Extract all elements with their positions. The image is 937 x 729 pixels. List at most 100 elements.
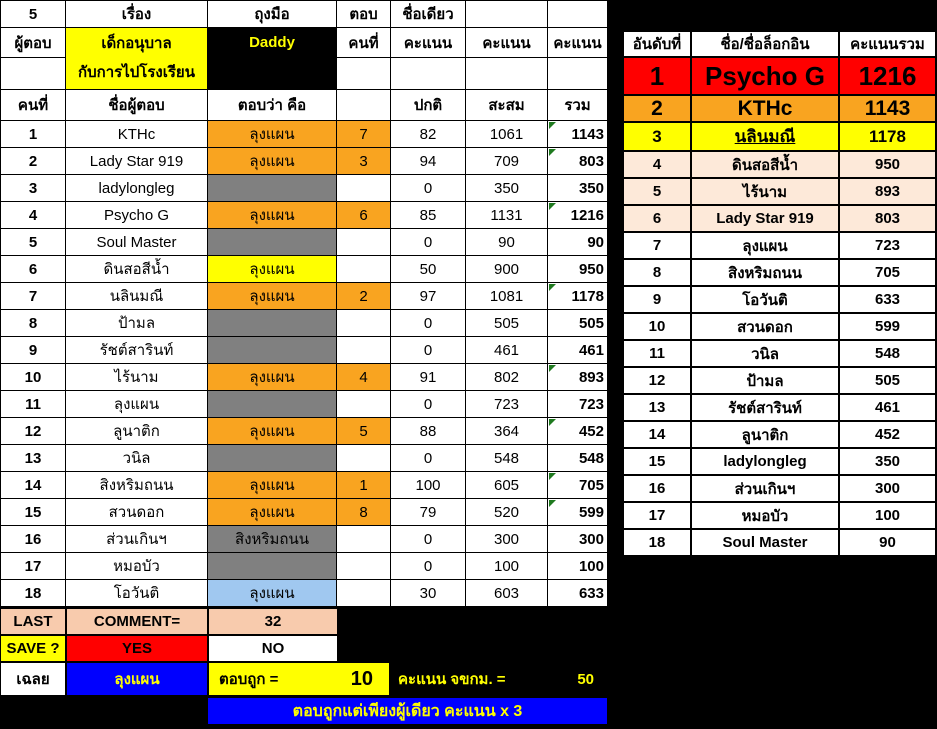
answer-cell[interactable] bbox=[207, 309, 337, 337]
answer-person-no-cell[interactable]: 5 bbox=[336, 417, 391, 445]
total-points-cell[interactable]: 950 bbox=[838, 150, 937, 179]
normal-score-cell[interactable]: 85 bbox=[390, 201, 466, 229]
row-no-cell[interactable]: 2 bbox=[0, 147, 66, 175]
login-name-cell[interactable]: นลินมณี bbox=[690, 121, 840, 152]
rank-cell[interactable]: 4 bbox=[622, 150, 692, 179]
total-score-cell[interactable]: 1178 bbox=[547, 282, 608, 310]
row-no-cell[interactable]: 8 bbox=[0, 309, 66, 337]
total-points-cell[interactable]: 90 bbox=[838, 528, 937, 557]
login-name-cell[interactable]: รัชต์สารินท์ bbox=[690, 393, 840, 422]
answer-person-no-cell[interactable]: 2 bbox=[336, 282, 391, 310]
respondent-name-cell[interactable]: Psycho G bbox=[65, 201, 208, 229]
answer-person-no-cell[interactable]: 4 bbox=[336, 363, 391, 391]
total-score-cell[interactable]: 723 bbox=[547, 390, 608, 418]
score-label-cell[interactable]: คะแนน bbox=[547, 27, 608, 58]
rank-cell[interactable]: 18 bbox=[622, 528, 692, 557]
save-no-cell[interactable]: NO bbox=[208, 635, 338, 662]
row-no-cell[interactable]: 11 bbox=[0, 390, 66, 418]
answer-person-no-cell[interactable] bbox=[336, 255, 391, 283]
name-col-header[interactable]: ชื่อ/ชื่อล็อกอิน bbox=[690, 30, 840, 58]
total-score-cell[interactable]: 633 bbox=[547, 579, 608, 607]
empty-cell[interactable] bbox=[0, 57, 66, 90]
rank-cell[interactable]: 5 bbox=[622, 177, 692, 206]
rank-cell[interactable]: 14 bbox=[622, 420, 692, 449]
topic-label-cell[interactable]: เรื่อง bbox=[65, 0, 208, 28]
total-score-cell[interactable]: 803 bbox=[547, 147, 608, 175]
respondent-name-cell[interactable]: ลุงแผน bbox=[65, 390, 208, 418]
question-cell[interactable]: เด็กอนุบาล กับการไปโรงเรียน bbox=[65, 27, 208, 90]
total-score-cell[interactable]: 893 bbox=[547, 363, 608, 391]
total-score-cell[interactable]: 452 bbox=[547, 417, 608, 445]
row-no-cell[interactable]: 15 bbox=[0, 498, 66, 526]
accum-score-cell[interactable]: 364 bbox=[465, 417, 548, 445]
row-no-cell[interactable]: 16 bbox=[0, 525, 66, 553]
row-no-cell[interactable]: 6 bbox=[0, 255, 66, 283]
answer-person-no-cell[interactable] bbox=[336, 525, 391, 553]
rank-cell[interactable]: 16 bbox=[622, 474, 692, 503]
col-header-normal[interactable]: ปกติ bbox=[390, 89, 466, 121]
accum-score-cell[interactable]: 1081 bbox=[465, 282, 548, 310]
normal-score-cell[interactable]: 0 bbox=[390, 174, 466, 202]
answer-cell[interactable]: ลุงแผน bbox=[207, 255, 337, 283]
total-points-cell[interactable]: 1143 bbox=[838, 94, 937, 123]
answer-cell[interactable]: ลุงแผน bbox=[207, 201, 337, 229]
respondent-name-cell[interactable]: ดินสอสีน้ำ bbox=[65, 255, 208, 283]
normal-score-cell[interactable]: 94 bbox=[390, 147, 466, 175]
empty-cell[interactable] bbox=[547, 57, 608, 90]
respondent-name-cell[interactable]: ไร้นาม bbox=[65, 363, 208, 391]
rank-cell[interactable]: 10 bbox=[622, 312, 692, 341]
accum-score-cell[interactable]: 605 bbox=[465, 471, 548, 499]
accum-score-cell[interactable]: 1061 bbox=[465, 120, 548, 148]
login-name-cell[interactable]: ส่วนเกินฯ bbox=[690, 474, 840, 503]
total-score-cell[interactable]: 548 bbox=[547, 444, 608, 472]
answer-cell[interactable]: ลุงแผน bbox=[207, 120, 337, 148]
answer-person-no-cell[interactable]: 7 bbox=[336, 120, 391, 148]
answer-person-no-cell[interactable] bbox=[336, 579, 391, 607]
normal-score-cell[interactable]: 50 bbox=[390, 255, 466, 283]
row-no-cell[interactable]: 18 bbox=[0, 579, 66, 607]
empty-cell[interactable] bbox=[547, 0, 608, 28]
empty-cell[interactable] bbox=[465, 57, 548, 90]
empty-cell[interactable] bbox=[336, 89, 391, 121]
respondent-label-cell[interactable]: ผู้ตอบ bbox=[0, 27, 66, 58]
rank-col-header[interactable]: อันดับที่ bbox=[622, 30, 692, 58]
login-name-cell[interactable]: ลุงแผน bbox=[690, 231, 840, 260]
answer-person-no-cell[interactable] bbox=[336, 444, 391, 472]
accum-score-cell[interactable]: 603 bbox=[465, 579, 548, 607]
answer-person-no-cell[interactable]: 3 bbox=[336, 147, 391, 175]
respondent-name-cell[interactable]: สิงหริมถนน bbox=[65, 471, 208, 499]
rank-cell[interactable]: 13 bbox=[622, 393, 692, 422]
respondent-name-cell[interactable]: โอวันติ bbox=[65, 579, 208, 607]
login-name-cell[interactable]: วนิล bbox=[690, 339, 840, 368]
accum-score-cell[interactable]: 350 bbox=[465, 174, 548, 202]
total-points-cell[interactable]: 599 bbox=[838, 312, 937, 341]
normal-score-cell[interactable]: 0 bbox=[390, 444, 466, 472]
total-points-cell[interactable]: 705 bbox=[838, 258, 937, 287]
rank-cell[interactable]: 15 bbox=[622, 447, 692, 476]
answer-cell[interactable] bbox=[207, 336, 337, 364]
answer-cell[interactable]: ลุงแผน bbox=[207, 498, 337, 526]
total-score-cell[interactable]: 461 bbox=[547, 336, 608, 364]
col-header-total[interactable]: รวม bbox=[547, 89, 608, 121]
respondent-name-cell[interactable]: นลินมณี bbox=[65, 282, 208, 310]
total-points-cell[interactable]: 505 bbox=[838, 366, 937, 395]
respondent-name-cell[interactable]: สวนดอก bbox=[65, 498, 208, 526]
normal-score-cell[interactable]: 0 bbox=[390, 525, 466, 553]
login-name-cell[interactable]: สวนดอก bbox=[690, 312, 840, 341]
rank-cell[interactable]: 7 bbox=[622, 231, 692, 260]
answer-person-no-cell[interactable] bbox=[336, 309, 391, 337]
total-score-cell[interactable]: 705 bbox=[547, 471, 608, 499]
col-header-accum[interactable]: สะสม bbox=[465, 89, 548, 121]
normal-score-cell[interactable]: 88 bbox=[390, 417, 466, 445]
login-name-cell[interactable]: ป้ามล bbox=[690, 366, 840, 395]
rank-cell[interactable]: 6 bbox=[622, 204, 692, 233]
total-points-cell[interactable]: 893 bbox=[838, 177, 937, 206]
score-col-header[interactable]: คะแนนรวม bbox=[838, 30, 937, 58]
answer-cell[interactable]: สิงหริมถนน bbox=[207, 525, 337, 553]
save-yes-cell[interactable]: YES bbox=[66, 635, 208, 662]
login-name-cell[interactable]: หมอบัว bbox=[690, 501, 840, 530]
respondent-name-cell[interactable]: Lady Star 919 bbox=[65, 147, 208, 175]
row-no-cell[interactable]: 14 bbox=[0, 471, 66, 499]
answer-cell[interactable] bbox=[207, 444, 337, 472]
respondent-name-cell[interactable]: ladylongleg bbox=[65, 174, 208, 202]
